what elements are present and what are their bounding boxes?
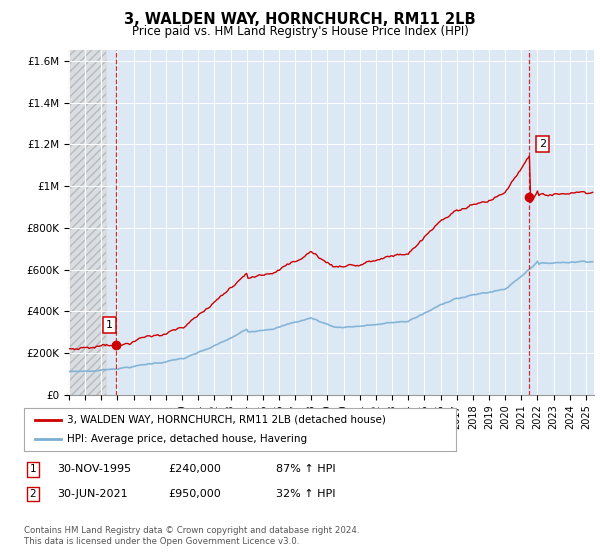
Text: 2: 2 <box>539 139 546 150</box>
Bar <box>69 50 106 395</box>
Text: 32% ↑ HPI: 32% ↑ HPI <box>276 489 335 499</box>
Text: 30-JUN-2021: 30-JUN-2021 <box>57 489 128 499</box>
Text: £950,000: £950,000 <box>168 489 221 499</box>
Text: 30-NOV-1995: 30-NOV-1995 <box>57 464 131 474</box>
Text: £240,000: £240,000 <box>168 464 221 474</box>
Text: HPI: Average price, detached house, Havering: HPI: Average price, detached house, Have… <box>67 435 307 444</box>
Text: Contains HM Land Registry data © Crown copyright and database right 2024.
This d: Contains HM Land Registry data © Crown c… <box>24 526 359 546</box>
Text: 3, WALDEN WAY, HORNCHURCH, RM11 2LB: 3, WALDEN WAY, HORNCHURCH, RM11 2LB <box>124 12 476 27</box>
Text: 2: 2 <box>29 489 37 499</box>
Text: 3, WALDEN WAY, HORNCHURCH, RM11 2LB (detached house): 3, WALDEN WAY, HORNCHURCH, RM11 2LB (det… <box>67 415 386 424</box>
Bar <box>69 50 106 395</box>
Text: 1: 1 <box>29 464 37 474</box>
Text: Price paid vs. HM Land Registry's House Price Index (HPI): Price paid vs. HM Land Registry's House … <box>131 25 469 38</box>
Text: 1: 1 <box>106 320 113 330</box>
Text: 87% ↑ HPI: 87% ↑ HPI <box>276 464 335 474</box>
